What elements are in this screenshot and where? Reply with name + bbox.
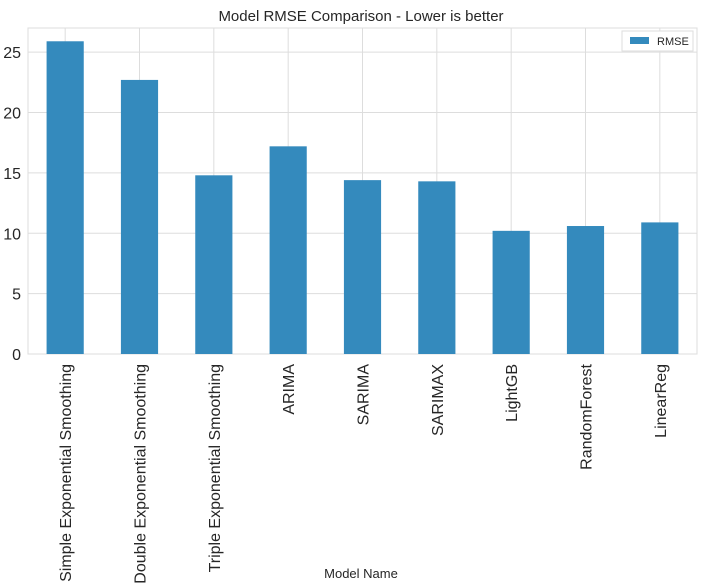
y-tick-label: 20: [3, 106, 21, 123]
legend-label-rmse: RMSE: [657, 36, 689, 48]
bar: [418, 181, 456, 354]
bars-layer: [46, 41, 679, 354]
x-axis-label: Model Name: [324, 566, 398, 581]
x-tick-label: RandomForest: [579, 363, 596, 469]
legend-swatch: [630, 37, 649, 44]
bar: [566, 226, 605, 354]
y-axis: 0 5 10 15 20 25: [3, 45, 21, 364]
legend-box: [621, 30, 694, 52]
x-tick-label: Simple Exponential Smoothing: [58, 364, 75, 582]
bar: [343, 180, 382, 354]
chart-title: Model RMSE Comparison - Lower is better: [218, 8, 503, 25]
x-tick-label: SARIMAX: [430, 364, 447, 436]
x-axis: Simple Exponential Smoothing Double Expon…: [58, 363, 670, 583]
bar: [46, 41, 84, 354]
y-tick-label: 25: [3, 45, 21, 62]
bar: [269, 146, 307, 354]
bar: [195, 175, 233, 354]
bar: [120, 79, 159, 354]
y-tick-label: 0: [12, 347, 21, 364]
x-tick-label: SARIMA: [356, 364, 373, 426]
x-tick-label: LinearReg: [653, 364, 670, 438]
y-tick-label: 15: [3, 166, 21, 183]
y-tick-label: 10: [3, 226, 21, 243]
x-tick-label: Double Exponential Smoothing: [133, 364, 150, 583]
x-tick-label: LightGB: [504, 364, 521, 422]
x-tick-label: Triple Exponential Smoothing: [207, 364, 224, 572]
y-tick-label: 5: [12, 287, 21, 304]
x-tick-label: ARIMA: [281, 364, 298, 415]
bar: [492, 230, 530, 354]
legend: RMSE: [621, 30, 694, 52]
bar: [641, 222, 679, 354]
